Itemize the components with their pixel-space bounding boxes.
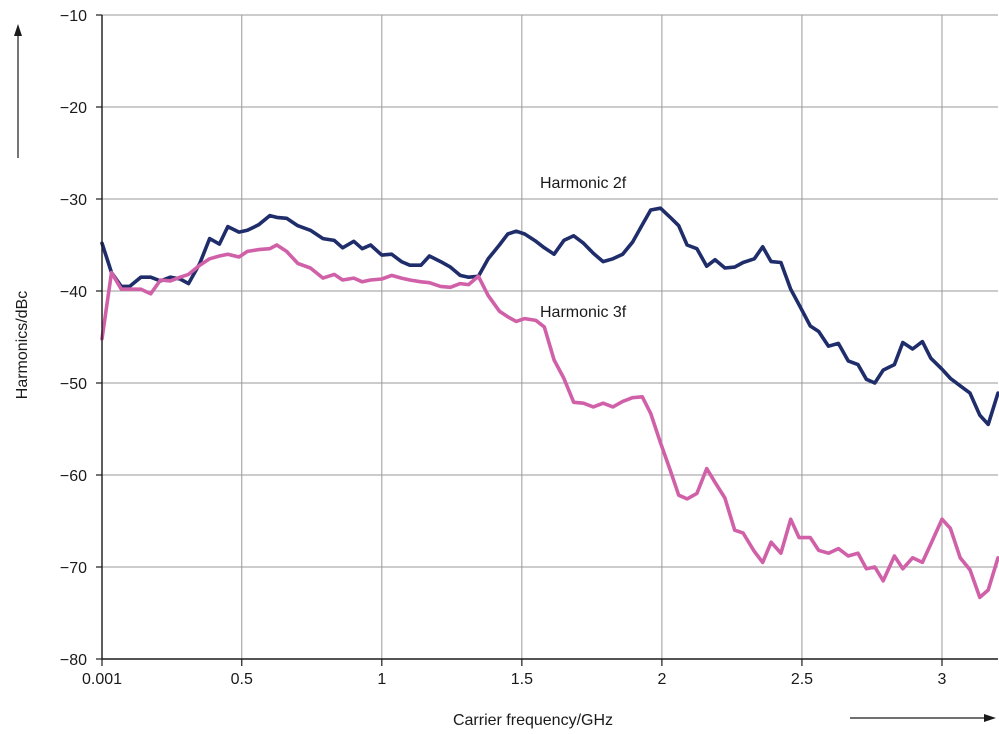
x-tick-label: 2: [657, 671, 666, 688]
y-tick-label: −30: [60, 192, 87, 209]
x-tick-label: 2.5: [791, 671, 813, 688]
y-tick-label: −10: [60, 8, 87, 25]
series-line-harmonic-2f: [100, 206, 999, 427]
x-axis-arrow: [850, 714, 996, 722]
x-tick-label: 3: [938, 671, 947, 688]
grid: [102, 14, 998, 659]
x-tick-label: 0.5: [231, 671, 253, 688]
y-tick-label: −40: [60, 284, 87, 301]
x-axis-title: Carrier frequency/GHz: [453, 712, 613, 729]
y-tick-label: −60: [60, 468, 87, 485]
series-line-harmonic-3f: [100, 243, 999, 600]
annotation-harmonic-2f: Harmonic 2f: [540, 175, 627, 192]
x-axis-ticks: 0.001 0.5 1 1.5 2 2.5 3: [82, 659, 947, 688]
y-tick-label: −20: [60, 100, 87, 117]
x-tick-label: 1.5: [511, 671, 533, 688]
y-tick-label: −80: [60, 652, 87, 669]
y-axis-title: Harmonics/dBc: [14, 291, 31, 399]
y-axis-arrow: [14, 24, 22, 158]
y-tick-label: −70: [60, 560, 87, 577]
y-tick-label: −50: [60, 376, 87, 393]
x-tick-label: 1: [377, 671, 386, 688]
annotation-harmonic-3f: Harmonic 3f: [540, 304, 627, 321]
y-axis-ticks: −80 −70 −60 −50 −40 −30 −20 −10: [60, 8, 102, 669]
plot-frame: [101, 15, 998, 660]
series-layer: [100, 206, 999, 600]
x-tick-label: 0.001: [82, 671, 122, 688]
